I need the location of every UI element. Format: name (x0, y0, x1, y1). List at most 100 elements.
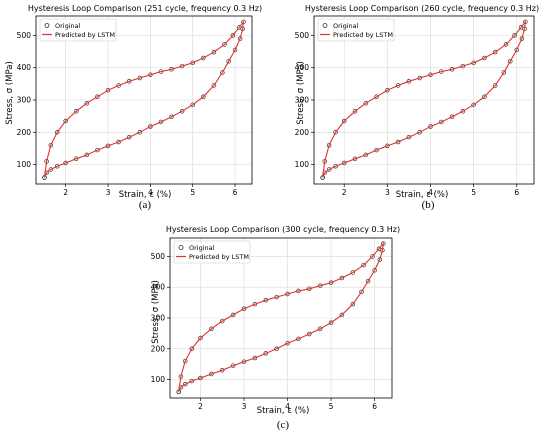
original-data-point (352, 109, 358, 114)
x-tick-label: 5 (471, 188, 476, 197)
original-data-point (471, 102, 476, 108)
original-data-point (84, 100, 90, 106)
original-data-point (73, 109, 79, 114)
x-tick-label: 4 (148, 188, 153, 197)
legend-marker-original (44, 23, 50, 28)
x-tick-label: 6 (233, 188, 238, 197)
legend-marker-original (322, 23, 328, 28)
original-data-point (363, 152, 369, 158)
original-data-point (350, 270, 356, 275)
legend-label-lstm: Predicted by LSTM (55, 31, 115, 39)
legend-label-original: Original (189, 244, 215, 252)
original-data-point (503, 42, 509, 47)
x-tick-label: 6 (372, 402, 377, 411)
original-data-point (137, 130, 143, 135)
original-data-point (63, 160, 68, 166)
original-data-point (317, 326, 323, 332)
original-data-point (374, 94, 379, 100)
original-data-point (211, 49, 217, 55)
original-data-point (395, 139, 401, 145)
original-data-point (501, 70, 507, 75)
y-tick-label: 400 (17, 63, 32, 72)
legend-label-lstm: Predicted by LSTM (189, 253, 249, 261)
y-tick-label: 100 (151, 375, 166, 384)
original-data-point (116, 139, 121, 145)
original-data-point (482, 94, 487, 100)
x-tick-label: 2 (63, 188, 68, 197)
original-data-point (460, 109, 466, 114)
original-data-point (512, 33, 517, 38)
y-tick-label: 300 (17, 96, 32, 105)
chart-title: Hysteresis Loop Comparison (260 cycle, f… (305, 4, 539, 13)
original-data-point (339, 312, 345, 318)
original-data-point (241, 359, 247, 364)
x-tick-label: 3 (106, 188, 111, 197)
original-data-point (385, 88, 390, 93)
original-data-point (169, 114, 174, 120)
y-tick-label: 300 (295, 96, 310, 105)
original-data-point (211, 83, 217, 88)
y-tick-label: 300 (151, 314, 166, 323)
original-data-point (230, 312, 236, 318)
original-data-point (307, 331, 312, 337)
original-data-point (252, 355, 258, 361)
original-data-point (222, 42, 227, 47)
original-data-point (361, 262, 366, 268)
original-data-point (352, 156, 358, 162)
original-data-point (482, 55, 487, 61)
legend-marker-original (178, 245, 184, 250)
legend-box (39, 18, 117, 42)
original-data-point (226, 58, 231, 64)
y-axis-label: Stress, σ (MPa) (151, 280, 161, 344)
original-data-point (198, 335, 203, 341)
y-tick-label: 200 (295, 128, 310, 137)
original-data-point (201, 55, 206, 61)
original-data-point (73, 156, 79, 162)
original-data-point (209, 326, 214, 332)
x-axis-label: Strain, ε (%) (119, 190, 172, 200)
original-data-point (182, 381, 188, 387)
original-data-point (116, 83, 121, 88)
original-data-point (514, 47, 519, 53)
original-data-point (54, 163, 60, 169)
original-data-point (333, 130, 338, 135)
original-data-point (395, 83, 401, 88)
original-data-point (198, 375, 203, 381)
y-axis-label: Stress, σ (MPa) (296, 61, 306, 125)
original-data-point (333, 163, 338, 169)
original-data-point (105, 88, 111, 93)
panel-c: Hysteresis Loop Comparison (300 cycle, f… (151, 225, 400, 431)
original-data-point (365, 278, 371, 284)
original-data-point (219, 318, 225, 324)
x-tick-label: 3 (242, 402, 247, 411)
original-data-point (406, 134, 412, 140)
x-axis-label: Strain, ε (%) (257, 406, 310, 416)
original-data-point (296, 336, 301, 342)
original-data-point (63, 118, 68, 124)
legend-label-original: Original (55, 22, 81, 30)
x-tick-label: 5 (329, 402, 334, 411)
original-data-point (220, 70, 225, 75)
x-axis-label: Strain, ε (%) (396, 190, 449, 200)
lstm-series-line (43, 19, 245, 178)
y-tick-label: 400 (295, 63, 310, 72)
x-tick-label: 3 (385, 188, 390, 197)
original-data-point (252, 301, 258, 307)
legend-box (317, 18, 395, 42)
original-data-point (339, 275, 345, 281)
x-tick-label: 2 (198, 402, 203, 411)
original-data-point (508, 58, 513, 64)
original-data-point (370, 254, 375, 259)
x-tick-label: 6 (514, 188, 519, 197)
y-tick-label: 200 (17, 128, 32, 137)
original-data-point (201, 94, 206, 100)
original-data-point (230, 363, 236, 368)
original-data-point (219, 368, 225, 373)
original-data-point (363, 100, 369, 106)
original-data-point (374, 147, 379, 153)
original-data-point (439, 119, 444, 125)
panel-caption: (c) (277, 419, 290, 431)
y-tick-label: 500 (295, 31, 310, 40)
